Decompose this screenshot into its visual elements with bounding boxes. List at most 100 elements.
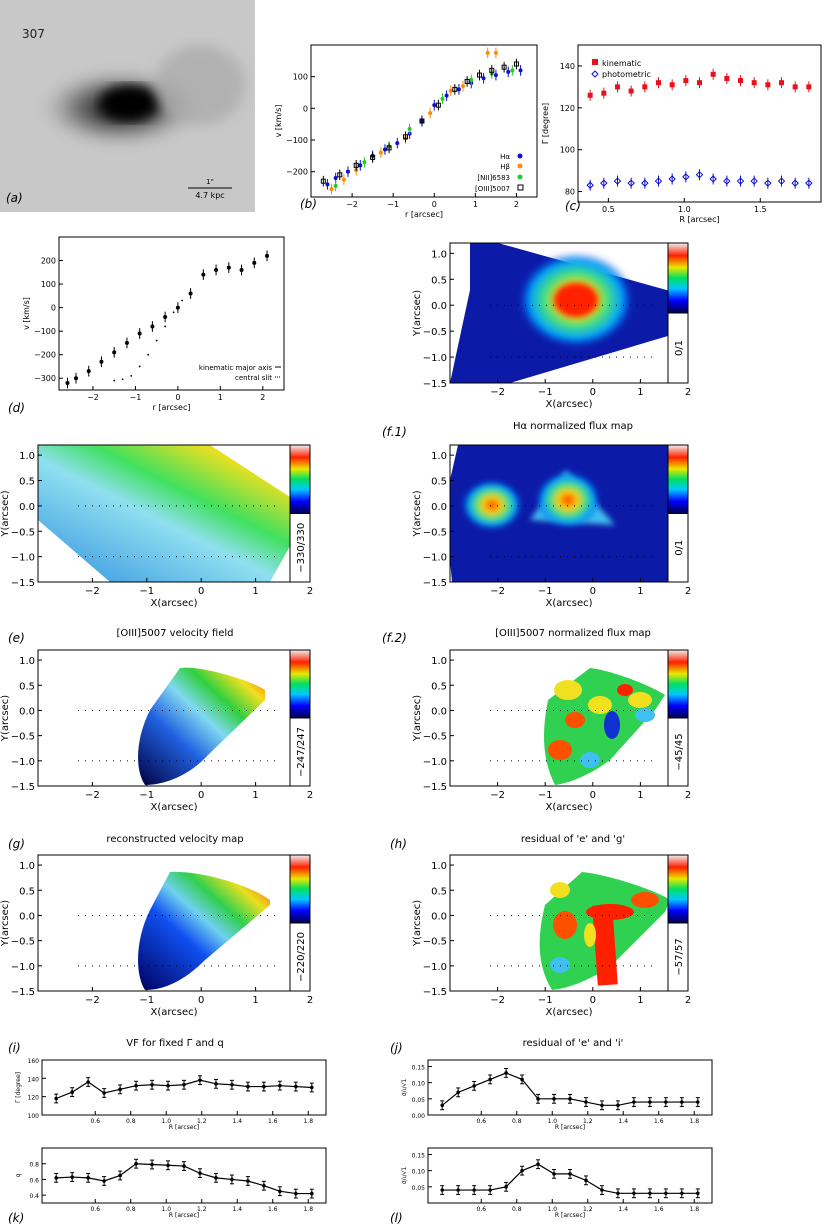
legend-c-marker-photometric [591,70,599,78]
panel-label-e: (e) [8,631,25,645]
x-tick-label-d: 2 [260,393,265,402]
scale-bar-arcsec: 1" [206,178,214,186]
data-point-k1 [150,1082,154,1087]
data-point-b-oiii [419,118,425,124]
data-point-c-kinematic [697,80,702,86]
data-point-l1 [520,1077,524,1082]
x-tick-label-l1: 1.0 [547,1118,557,1125]
map-x-tick-label: 2 [307,586,313,597]
x-tick-label-k2: 0.6 [90,1206,100,1213]
data-point-l2 [456,1188,460,1192]
plot-k2-marks: 0.6 0.8 1.0 1.2 1.4 1.6 1.8 0.4 0.6 0.8 R [arcsec]… [15,1158,314,1219]
map-y-tick-label: −0.5 [423,937,447,948]
data-point-b-2 [469,77,474,82]
data-point-c-kinematic [614,84,620,90]
data-point-c-photometric [613,177,622,185]
central-slit-point [138,365,141,368]
x-tick-label-d: 0 [175,393,180,402]
y-axis-label-k1: Γ [degree] [15,1072,22,1103]
map-x-tick-label: −1 [538,387,553,398]
data-point-d-0 [265,253,270,258]
map-x-tick-label: −1 [139,586,154,597]
x-tick-label-c: 1.5 [754,205,767,214]
data-point-k1 [278,1083,282,1088]
map-y-tick-label: −1.5 [423,782,447,793]
data-point-l1 [488,1077,492,1082]
map-x-axis-label: X(arcsec) [545,399,592,410]
map-x-tick-label: 1 [252,586,258,597]
data-point-b-oiii [337,172,343,178]
map-x-tick-label: −2 [490,387,505,398]
data-point-k1 [214,1082,218,1086]
y-tick-label-c: 100 [560,146,575,155]
data-point-c-kinematic [655,80,661,86]
map-y-tick-label: −1.0 [11,553,35,564]
data-point-k2 [310,1191,314,1196]
map-y-tick-label: 0.0 [431,911,447,922]
panel-k-q-profile [41,1147,327,1204]
data-point-k2 [198,1171,202,1175]
data-point-l2 [472,1188,476,1192]
data-point-l2 [488,1188,492,1192]
data-point-c-photometric [627,179,635,187]
colorbar-j [667,854,689,924]
map-y-axis-label: Y(arcsec) [412,900,423,947]
data-point-k2 [262,1183,266,1188]
data-point-k2 [182,1164,186,1168]
map-x-tick-label: −2 [85,790,100,801]
map-x-tick-label: 2 [685,995,691,1006]
data-point-b-oiii [353,162,359,168]
map-y-tick-label: 0.0 [19,706,35,717]
data-point-b-oiii [476,72,482,78]
data-point-b-oiii [435,102,441,108]
data-point-c-kinematic [601,90,607,96]
legend-b-oiii: [OIII]5007 [475,185,510,193]
colorbar-range-h: −45/45 [674,733,685,770]
x-tick-label-l2: 1.0 [547,1206,557,1213]
data-point-b-0 [518,68,523,73]
map-x-tick-label: −2 [490,586,505,597]
legend-b-marker [517,184,524,191]
x-tick-label-k1: 1.8 [303,1118,313,1125]
map-y-tick-label: 0.0 [431,301,447,312]
data-point-b-0 [456,87,461,92]
panel-d-slit-comparison: kinematic major axis central slit (d) [8,236,285,415]
data-point-b-0 [395,141,400,146]
map-y-tick-label: −0.5 [11,732,35,743]
data-point-l2 [568,1172,572,1176]
y-axis-label-k2: q [15,1173,22,1177]
plot-k1-marks: 0.6 0.8 1.0 1.2 1.4 1.6 1.8 100 120 140 160 R [arcs… [15,1058,314,1131]
map-x-tick-label: 0 [590,387,596,398]
data-point-l1 [696,1100,700,1104]
x-tick-label-b: 0 [432,200,437,209]
data-point-k1 [102,1091,106,1095]
colorbar-label-box-i [289,922,311,992]
data-point-c-kinematic [779,80,785,86]
data-point-k2 [230,1177,234,1182]
y-tick-label-c: 80 [565,188,575,197]
data-point-d-0 [112,350,117,355]
data-point-b-0 [444,93,449,98]
data-point-c-kinematic [792,84,798,90]
map-x-tick-label: −2 [490,790,505,801]
panel-label-l: (l) [390,1211,403,1225]
map-y-tick-label: −1.5 [423,578,447,589]
y-tick-label-k1: 160 [28,1058,40,1065]
map-x-tick-label: −1 [139,995,154,1006]
legend-b-marker [517,174,523,180]
map-title-f2: [OIII]5007 normalized flux map [495,628,651,639]
map-y-tick-label: −1.0 [423,353,447,364]
map-y-tick-label: 1.0 [19,451,35,462]
panel-f2-oiii-flux-map [450,445,688,582]
colorbar-label-box-e [289,513,311,583]
x-axis-label-k2: R [arcsec] [169,1212,199,1219]
panel-label-b: (b) [300,197,317,211]
data-point-c-photometric [709,175,717,183]
data-point-l1 [648,1100,652,1104]
data-point-c-kinematic [587,92,593,98]
colorbar-label-box-j [667,922,689,992]
y-tick-label-d: −100 [34,327,56,336]
map-y-tick-label: −1.0 [423,757,447,768]
map-x-tick-label: 1 [637,790,643,801]
